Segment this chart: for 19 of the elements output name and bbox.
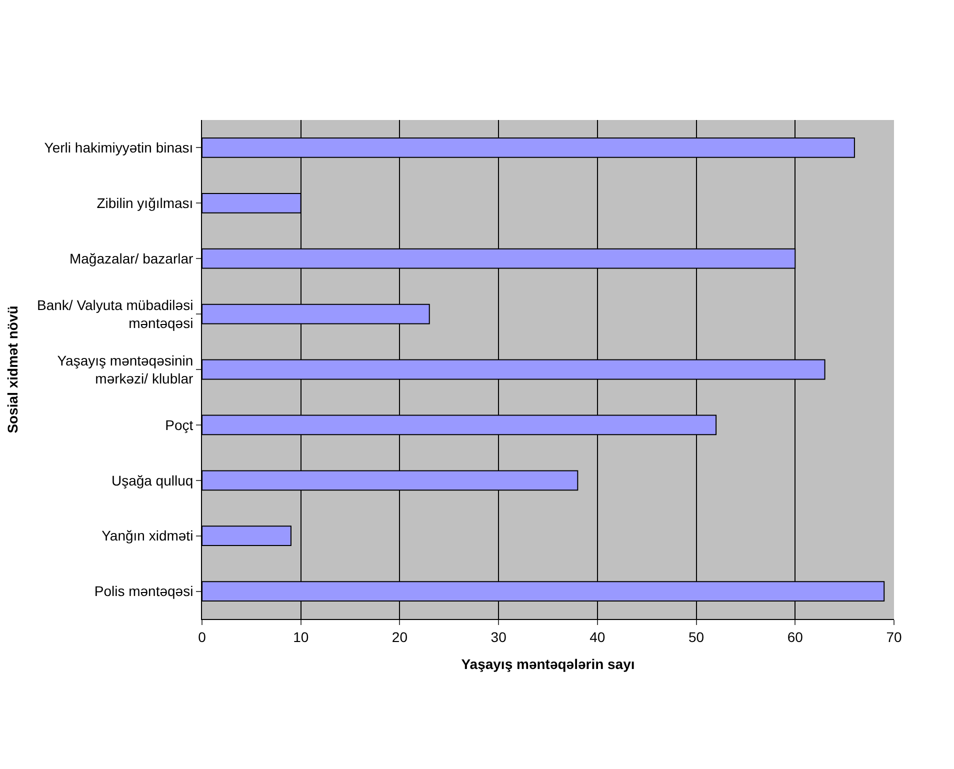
y-tick-label: Yerli hakimiyyətin binası — [44, 140, 194, 156]
y-tick-label: Mağazalar/ bazarlar — [69, 250, 194, 267]
y-tick-label: Poçt — [165, 416, 194, 433]
x-tick-label: 30 — [490, 628, 507, 645]
x-tick-label: 60 — [787, 628, 804, 645]
x-tick-label: 20 — [392, 628, 408, 645]
y-tick-label: Yaşayış məntəqəsinin mərkəzi/ klublar — [57, 352, 194, 386]
y-tick-label: Yanğın xidməti — [102, 528, 194, 544]
x-tick-label: 40 — [590, 628, 606, 645]
x-tick-label: 70 — [886, 628, 902, 645]
x-axis-title: Yaşayış məntəqələrin sayı — [461, 656, 635, 672]
y-tick-label: Polis məntəqəsi — [94, 583, 194, 600]
x-tick-label: 0 — [198, 628, 206, 645]
x-tick-label: 10 — [293, 628, 309, 645]
y-tick-label: Bank/ Valyuta mübadiləsi məntəqəsi — [37, 296, 194, 332]
x-tick-label: 50 — [688, 628, 704, 645]
y-tick-label: Zibilin yığılması — [96, 195, 194, 212]
y-tick-label: Uşağa qulluq — [111, 472, 194, 488]
y-axis-title: Sosial xidmət növü — [4, 306, 21, 434]
